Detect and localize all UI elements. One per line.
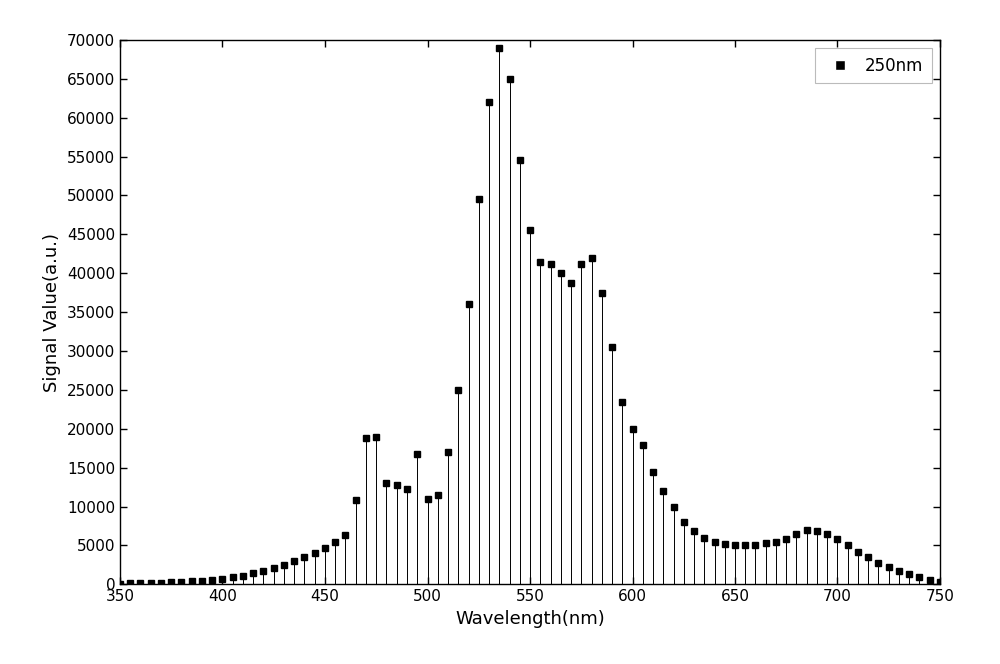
- Y-axis label: Signal Value(a.u.): Signal Value(a.u.): [43, 232, 61, 392]
- X-axis label: Wavelength(nm): Wavelength(nm): [455, 610, 605, 627]
- Legend: 250nm: 250nm: [815, 48, 932, 83]
